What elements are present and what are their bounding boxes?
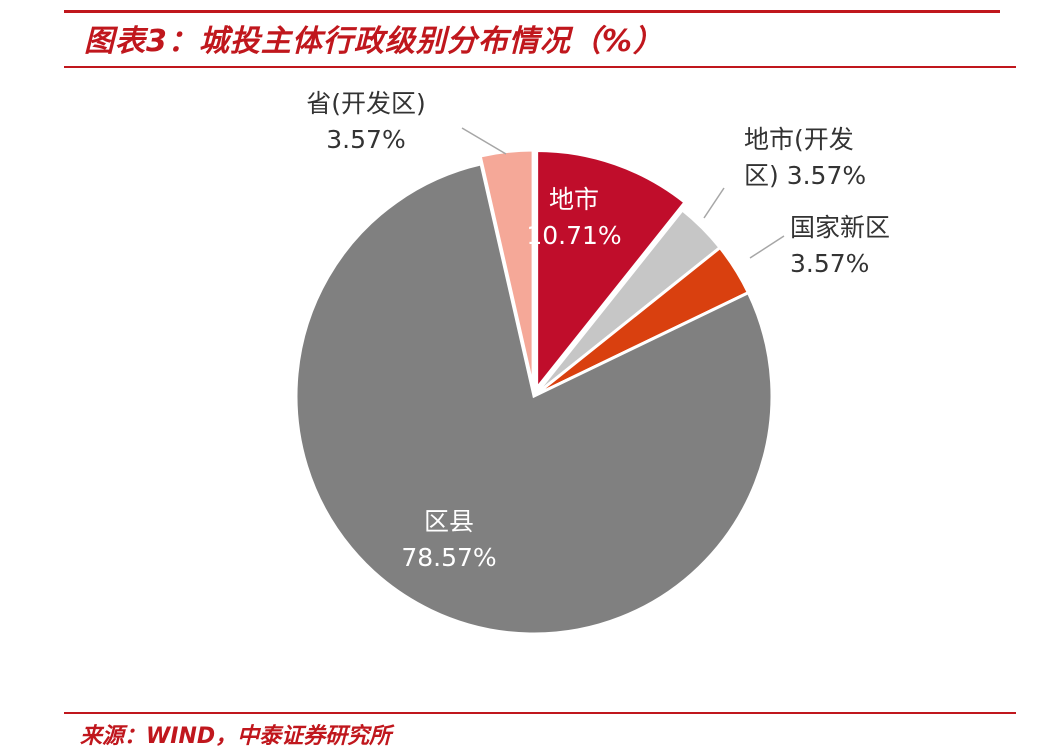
slice-label-地市-开发区: 地市(开发区) 3.57% bbox=[744, 125, 866, 190]
slice-label-省-开发区: 省(开发区) 3.57% bbox=[306, 89, 426, 154]
top-rule bbox=[64, 10, 1000, 13]
slice-label-国家新区: 国家新区 3.57% bbox=[790, 213, 890, 278]
pie-slice-地市 bbox=[535, 148, 688, 393]
source-rule bbox=[64, 712, 1016, 714]
chart-area: 地市 10.71% 地市(开发区) 3.57% 国家新区 3.57% 区县 78.57% 省(… bbox=[64, 68, 1016, 710]
pie-chart: 地市 10.71% 地市(开发区) 3.57% 国家新区 3.57% 区县 78.57% 省(… bbox=[294, 89, 890, 636]
pie-slice-区县 bbox=[294, 162, 774, 636]
title-underline bbox=[64, 66, 1016, 68]
leader-line-地市-开发区 bbox=[703, 187, 725, 219]
slice-label-地市: 地市 10.71% bbox=[526, 185, 621, 250]
chart-title: 图表3：城投主体行政级别分布情况（%） bbox=[84, 24, 664, 59]
slice-label-区县: 区县 78.57% bbox=[401, 507, 496, 572]
leader-line-国家新区 bbox=[749, 235, 785, 259]
source-note: 来源：WIND，中泰证券研究所 bbox=[80, 724, 392, 749]
leader-line-省-开发区 bbox=[461, 127, 507, 155]
pie-slice-省-开发区 bbox=[478, 148, 535, 389]
